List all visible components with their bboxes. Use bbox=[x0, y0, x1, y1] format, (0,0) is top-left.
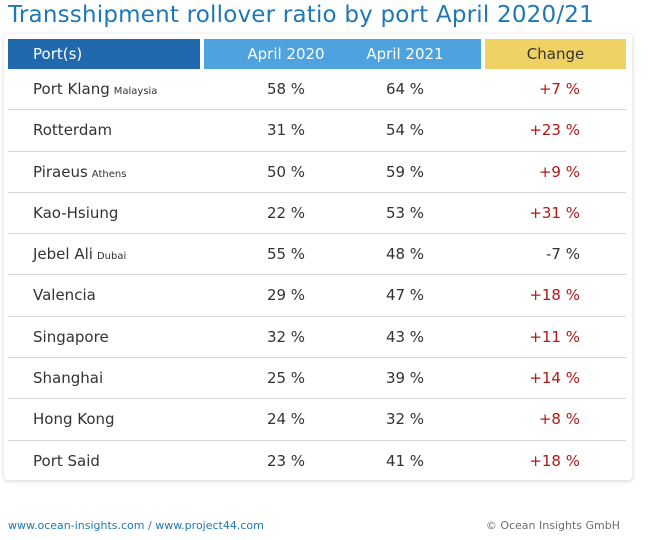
port-name: Shanghai bbox=[33, 369, 104, 388]
table-row: Port Said 23 % 41 % +18 % bbox=[8, 441, 626, 482]
change-value: +18 % bbox=[529, 286, 580, 305]
port-name-cell: Jebel Ali Dubai bbox=[33, 234, 126, 277]
change-value: +9 % bbox=[538, 162, 580, 181]
port-name-cell: Port Klang Malaysia bbox=[33, 69, 157, 112]
april-2021-value: 43 % bbox=[385, 327, 425, 346]
april-2021-value: 54 % bbox=[385, 121, 425, 140]
port-name: Rotterdam bbox=[33, 121, 113, 140]
april-2020-value: 32 % bbox=[266, 327, 306, 346]
port-name: Valencia bbox=[33, 286, 96, 305]
april-2020-value: 31 % bbox=[266, 121, 306, 140]
table-row: Port Klang Malaysia 58 % 64 % +7 % bbox=[8, 69, 626, 112]
april-2021-value: 47 % bbox=[385, 286, 425, 305]
april-2020-value: 22 % bbox=[266, 203, 306, 222]
table-body: Port Klang Malaysia 58 % 64 % +7 % Rotterdam 3… bbox=[8, 69, 626, 482]
april-2021-value: 32 % bbox=[385, 410, 425, 429]
header-change: Change bbox=[485, 39, 626, 69]
change-value: +14 % bbox=[529, 369, 580, 388]
port-name-cell: Singapore bbox=[33, 317, 109, 358]
table-row: Singapore 32 % 43 % +11 % bbox=[8, 317, 626, 359]
change-value: +7 % bbox=[538, 80, 580, 98]
port-name: Port Klang bbox=[33, 80, 110, 98]
copyright-note: © Ocean Insights GmbH bbox=[485, 519, 620, 532]
table-card: Port(s) April 2020 April 2021 Change Por… bbox=[4, 34, 632, 480]
header-years-band: April 2020 April 2021 bbox=[204, 39, 481, 69]
table-header: Port(s) April 2020 April 2021 Change bbox=[8, 39, 626, 69]
april-2021-value: 41 % bbox=[385, 451, 425, 470]
change-value: +23 % bbox=[529, 121, 580, 140]
table-row: Rotterdam 31 % 54 % +23 % bbox=[8, 110, 626, 152]
table-row: Piraeus Athens 50 % 59 % +9 % bbox=[8, 152, 626, 193]
change-value: +31 % bbox=[529, 203, 580, 222]
port-name-cell: Shanghai bbox=[33, 358, 103, 399]
port-location: Dubai bbox=[96, 251, 127, 263]
april-2020-value: 58 % bbox=[266, 80, 306, 98]
header-april-2021: April 2021 bbox=[366, 45, 444, 63]
april-2020-value: 23 % bbox=[266, 451, 306, 470]
header-port: Port(s) bbox=[8, 39, 200, 69]
change-value: +18 % bbox=[529, 451, 580, 470]
port-location: Athens bbox=[91, 168, 127, 180]
table-row: Shanghai 25 % 39 % +14 % bbox=[8, 358, 626, 400]
change-value: -7 % bbox=[546, 245, 580, 264]
source-links: www.ocean-insights.com / www.project44.c… bbox=[8, 519, 264, 532]
table-row: Hong Kong 24 % 32 % +8 % bbox=[8, 399, 626, 441]
port-name: Jebel Ali bbox=[33, 245, 93, 264]
port-name: Kao-Hsiung bbox=[33, 203, 119, 222]
header-april-2020: April 2020 bbox=[247, 45, 325, 63]
table-row: Kao-Hsiung 22 % 53 % +31 % bbox=[8, 193, 626, 235]
port-name-cell: Rotterdam bbox=[33, 110, 112, 151]
change-value: +8 % bbox=[538, 410, 580, 429]
port-name: Piraeus bbox=[33, 162, 88, 181]
april-2021-value: 39 % bbox=[385, 369, 425, 388]
april-2021-value: 59 % bbox=[385, 162, 425, 181]
port-name-cell: Kao-Hsiung bbox=[33, 193, 118, 234]
april-2020-value: 50 % bbox=[266, 162, 306, 181]
april-2020-value: 29 % bbox=[266, 286, 306, 305]
april-2020-value: 25 % bbox=[266, 369, 306, 388]
april-2021-value: 53 % bbox=[385, 203, 425, 222]
april-2021-value: 48 % bbox=[385, 245, 425, 264]
port-location: Malaysia bbox=[113, 86, 158, 97]
port-name: Singapore bbox=[33, 327, 109, 346]
april-2020-value: 24 % bbox=[266, 410, 306, 429]
port-name-cell: Valencia bbox=[33, 275, 96, 316]
port-name: Port Said bbox=[33, 451, 100, 470]
table-row: Jebel Ali Dubai 55 % 48 % -7 % bbox=[8, 234, 626, 277]
april-2020-value: 55 % bbox=[266, 245, 306, 264]
port-name: Hong Kong bbox=[33, 410, 115, 429]
port-name-cell: Piraeus Athens bbox=[33, 152, 126, 195]
chart-title: Transshipment rollover ratio by port Apr… bbox=[8, 2, 594, 28]
table-row: Valencia 29 % 47 % +18 % bbox=[8, 275, 626, 317]
port-name-cell: Port Said bbox=[33, 441, 100, 482]
april-2021-value: 64 % bbox=[385, 80, 425, 98]
port-name-cell: Hong Kong bbox=[33, 399, 115, 440]
change-value: +11 % bbox=[529, 327, 580, 346]
